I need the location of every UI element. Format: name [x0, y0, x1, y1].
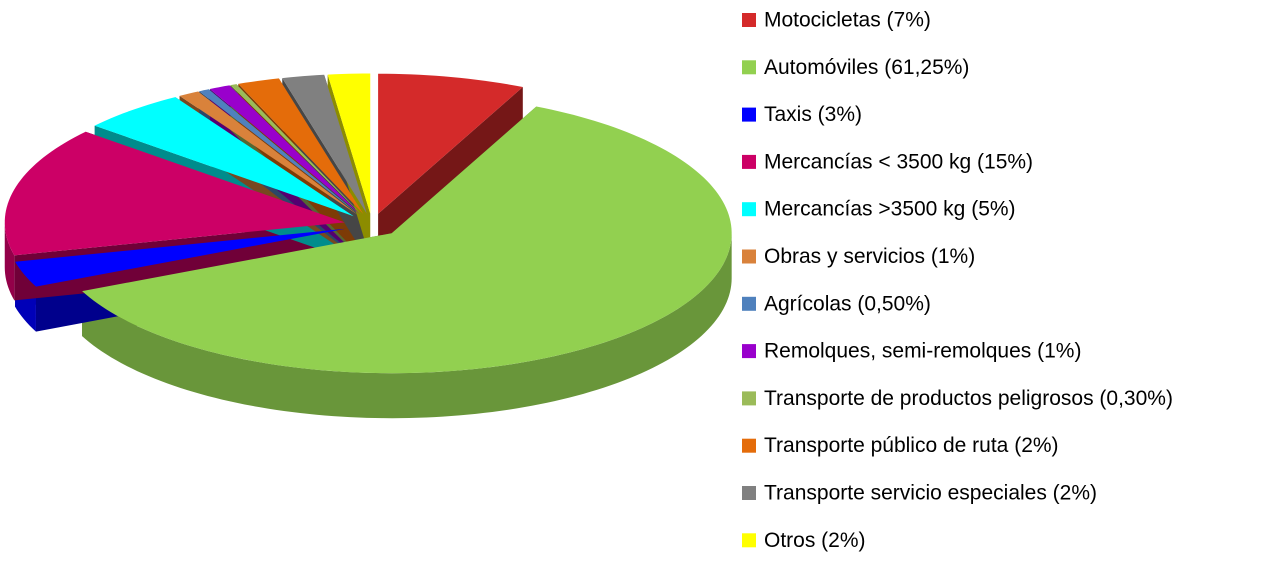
legend-label: Agrícolas (0,50%): [764, 292, 931, 315]
slice-side: [4, 222, 15, 301]
legend-swatch: [742, 344, 756, 359]
legend-label: Transporte público de ruta (2%): [764, 434, 1059, 457]
legend-swatch: [742, 391, 756, 406]
legend-swatch: [742, 486, 756, 500]
legend-swatch: [742, 107, 756, 122]
legend-label: Otros (2%): [764, 529, 866, 552]
slice: [209, 85, 361, 215]
slice: [4, 131, 345, 256]
slice: [230, 84, 362, 215]
legend-label: Transporte servicio especiales (2%): [764, 482, 1097, 505]
slice-tops: [4, 73, 732, 374]
slice: [179, 91, 359, 216]
legend-label: Mercancías >3500 kg (5%): [764, 198, 1016, 221]
legend-label: Automóviles (61,25%): [764, 56, 969, 79]
legend-label: Obras y servicios (1%): [764, 245, 975, 268]
legend-swatch: [742, 249, 756, 264]
legend-label: Taxis (3%): [764, 103, 862, 126]
legend-swatch: [742, 533, 756, 548]
slice: [199, 89, 360, 215]
legend-swatch: [742, 13, 756, 27]
slice: [282, 74, 367, 214]
slice: [238, 78, 364, 215]
legend-swatch: [742, 60, 756, 75]
legend-label: Remolques, semi-remolques (1%): [764, 340, 1081, 363]
legend-label: Transporte de productos peligrosos (0,30…: [764, 387, 1173, 410]
legend-label: Motocicletas (7%): [764, 9, 931, 32]
slice: [82, 106, 732, 374]
slice-side: [82, 233, 732, 419]
legend-swatch: [742, 202, 756, 217]
slice: [15, 228, 346, 287]
legend-swatch: [742, 154, 756, 169]
legend-label: Mercancías < 3500 kg (15%): [764, 150, 1033, 173]
slice: [378, 73, 523, 214]
legend-swatch: [742, 438, 756, 453]
legend-swatch: [742, 296, 756, 311]
slice: [327, 73, 371, 214]
slice: [94, 97, 354, 217]
